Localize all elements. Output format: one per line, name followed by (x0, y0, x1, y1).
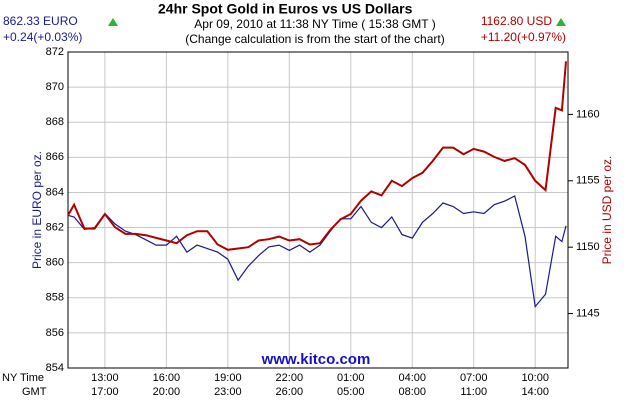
x-tick-label: 13:00 (91, 372, 119, 384)
chart-title: 24hr Spot Gold in Euros vs US Dollars (158, 1, 413, 17)
x2-tick-label: 14:00 (521, 386, 549, 398)
x2-tick-label: 05:00 (337, 386, 365, 398)
note: (Change calculation is from the start of… (185, 32, 444, 46)
y-tick-label: 870 (46, 81, 64, 93)
x2-tick-label: 17:00 (91, 386, 119, 398)
y-tick-label: 854 (46, 362, 64, 374)
up-arrow (108, 18, 118, 26)
x-tick-label: 19:00 (214, 372, 242, 384)
euro-price: 862.33 EURO (3, 14, 78, 28)
y-tick-label: 866 (46, 151, 64, 163)
y-axis-label: Price in EURO per oz. (30, 151, 44, 269)
up-arrow (556, 18, 566, 26)
x-tick-label: 07:00 (460, 372, 488, 384)
watermark: www.kitco.com (261, 351, 371, 368)
y-tick-label: 858 (46, 292, 64, 304)
y-tick-label: 864 (46, 186, 64, 198)
x2-tick-label: 23:00 (214, 386, 242, 398)
x2-tick-label: 08:00 (398, 386, 426, 398)
x-tick-label: 10:00 (521, 372, 549, 384)
subtitle: Apr 09, 2010 at 11:38 NY Time ( 15:38 GM… (194, 17, 435, 31)
x-tick-label: 01:00 (337, 372, 365, 384)
y-tick-label: 860 (46, 257, 64, 269)
x2-tick-label: 20:00 (153, 386, 181, 398)
y2-tick-label: 1160 (576, 108, 600, 120)
euro-change: +0.24(+0.03%) (3, 30, 82, 44)
y2-axis-label: Price in USD per oz. (600, 156, 614, 265)
plot-border (67, 51, 569, 369)
y2-tick-label: 1155 (576, 175, 600, 187)
usd-price: 1162.80 USD (481, 14, 552, 28)
x2-tick-label: 26:00 (276, 386, 304, 398)
x-tick-label: 22:00 (276, 372, 304, 384)
x-axis-label: NY Time (2, 372, 44, 384)
y-tick-label: 868 (46, 116, 64, 128)
x-tick-label: 04:00 (398, 372, 426, 384)
plot-area: 854 856 858 860 862 864 866 868 870 872 1145 1150 11… (46, 46, 600, 398)
y2-tick-label: 1150 (576, 241, 600, 253)
usd-change: +11.20(+0.97%) (481, 30, 566, 44)
y-tick-label: 862 (46, 221, 64, 233)
x2-axis-label: GMT (22, 386, 47, 398)
y-tick-label: 872 (46, 46, 64, 58)
x2-tick-label: 11:00 (460, 386, 487, 398)
price-line (67, 61, 567, 251)
price-line (67, 195, 567, 309)
y2-tick-label: 1145 (576, 307, 600, 319)
y-tick-label: 856 (46, 327, 64, 339)
x-tick-label: 16:00 (153, 372, 181, 384)
